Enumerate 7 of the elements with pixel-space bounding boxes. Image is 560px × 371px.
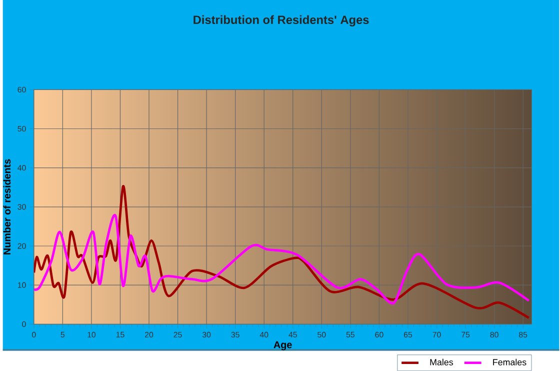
chart-title: Distribution of Residents' Ages <box>194 15 369 26</box>
legend-label: Males <box>430 358 453 366</box>
y-axis-title: Number of residents <box>3 159 11 254</box>
line-series <box>34 214 530 304</box>
x-axis-title: Age <box>274 341 292 350</box>
legend-label: Females <box>493 358 526 366</box>
line-series <box>34 185 530 320</box>
